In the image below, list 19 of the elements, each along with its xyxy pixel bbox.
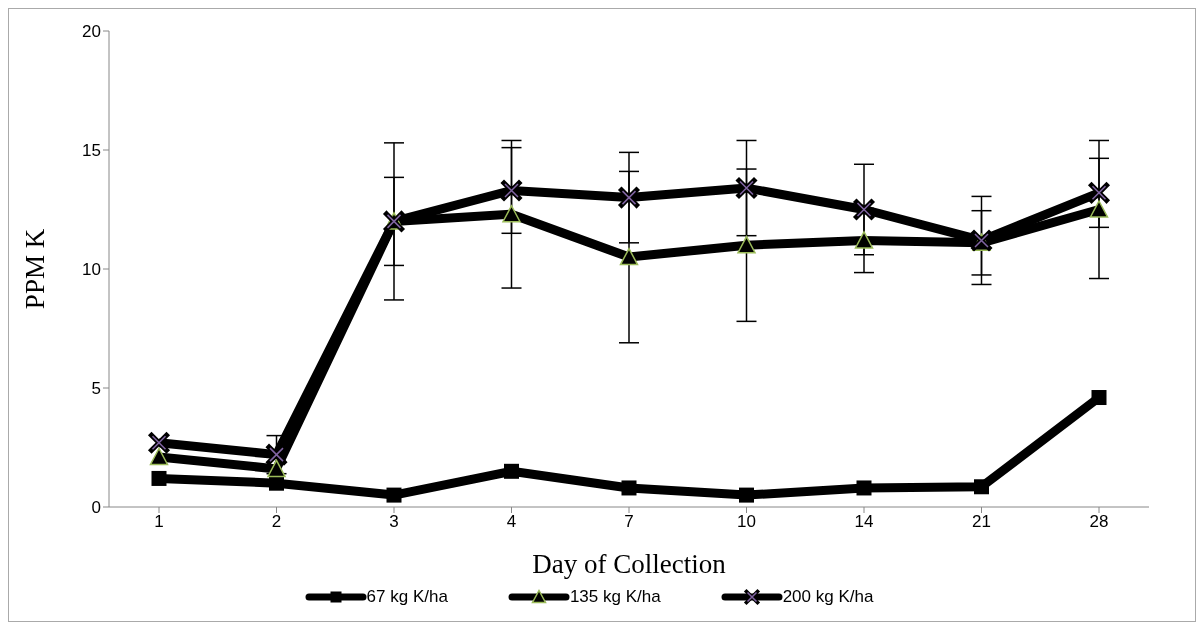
x-tick-label: 3 <box>389 512 399 532</box>
x-tick-label: 28 <box>1089 512 1109 532</box>
x-tick-label: 2 <box>271 512 282 532</box>
legend-label: 67 kg K/ha <box>366 587 448 607</box>
x-tick-label: 14 <box>854 512 874 532</box>
x-tick-label: 21 <box>972 512 991 532</box>
x-tick-label: 7 <box>624 512 634 532</box>
x-axis-title: Day of Collection <box>532 549 727 579</box>
y-axis-title: PPM K <box>19 228 50 310</box>
x-tick-label: 4 <box>506 512 517 532</box>
y-tick-label: 10 <box>82 260 101 280</box>
x-tick-label: 10 <box>737 512 756 532</box>
y-tick-label: 5 <box>91 379 101 399</box>
legend-label: 200 kg K/ha <box>782 587 874 607</box>
x-tick-label: 1 <box>154 512 164 532</box>
y-tick-label: 20 <box>82 22 101 42</box>
y-tick-label: 15 <box>82 141 101 161</box>
y-tick-label: 0 <box>91 498 101 518</box>
legend-label: 135 kg K/ha <box>569 587 661 607</box>
